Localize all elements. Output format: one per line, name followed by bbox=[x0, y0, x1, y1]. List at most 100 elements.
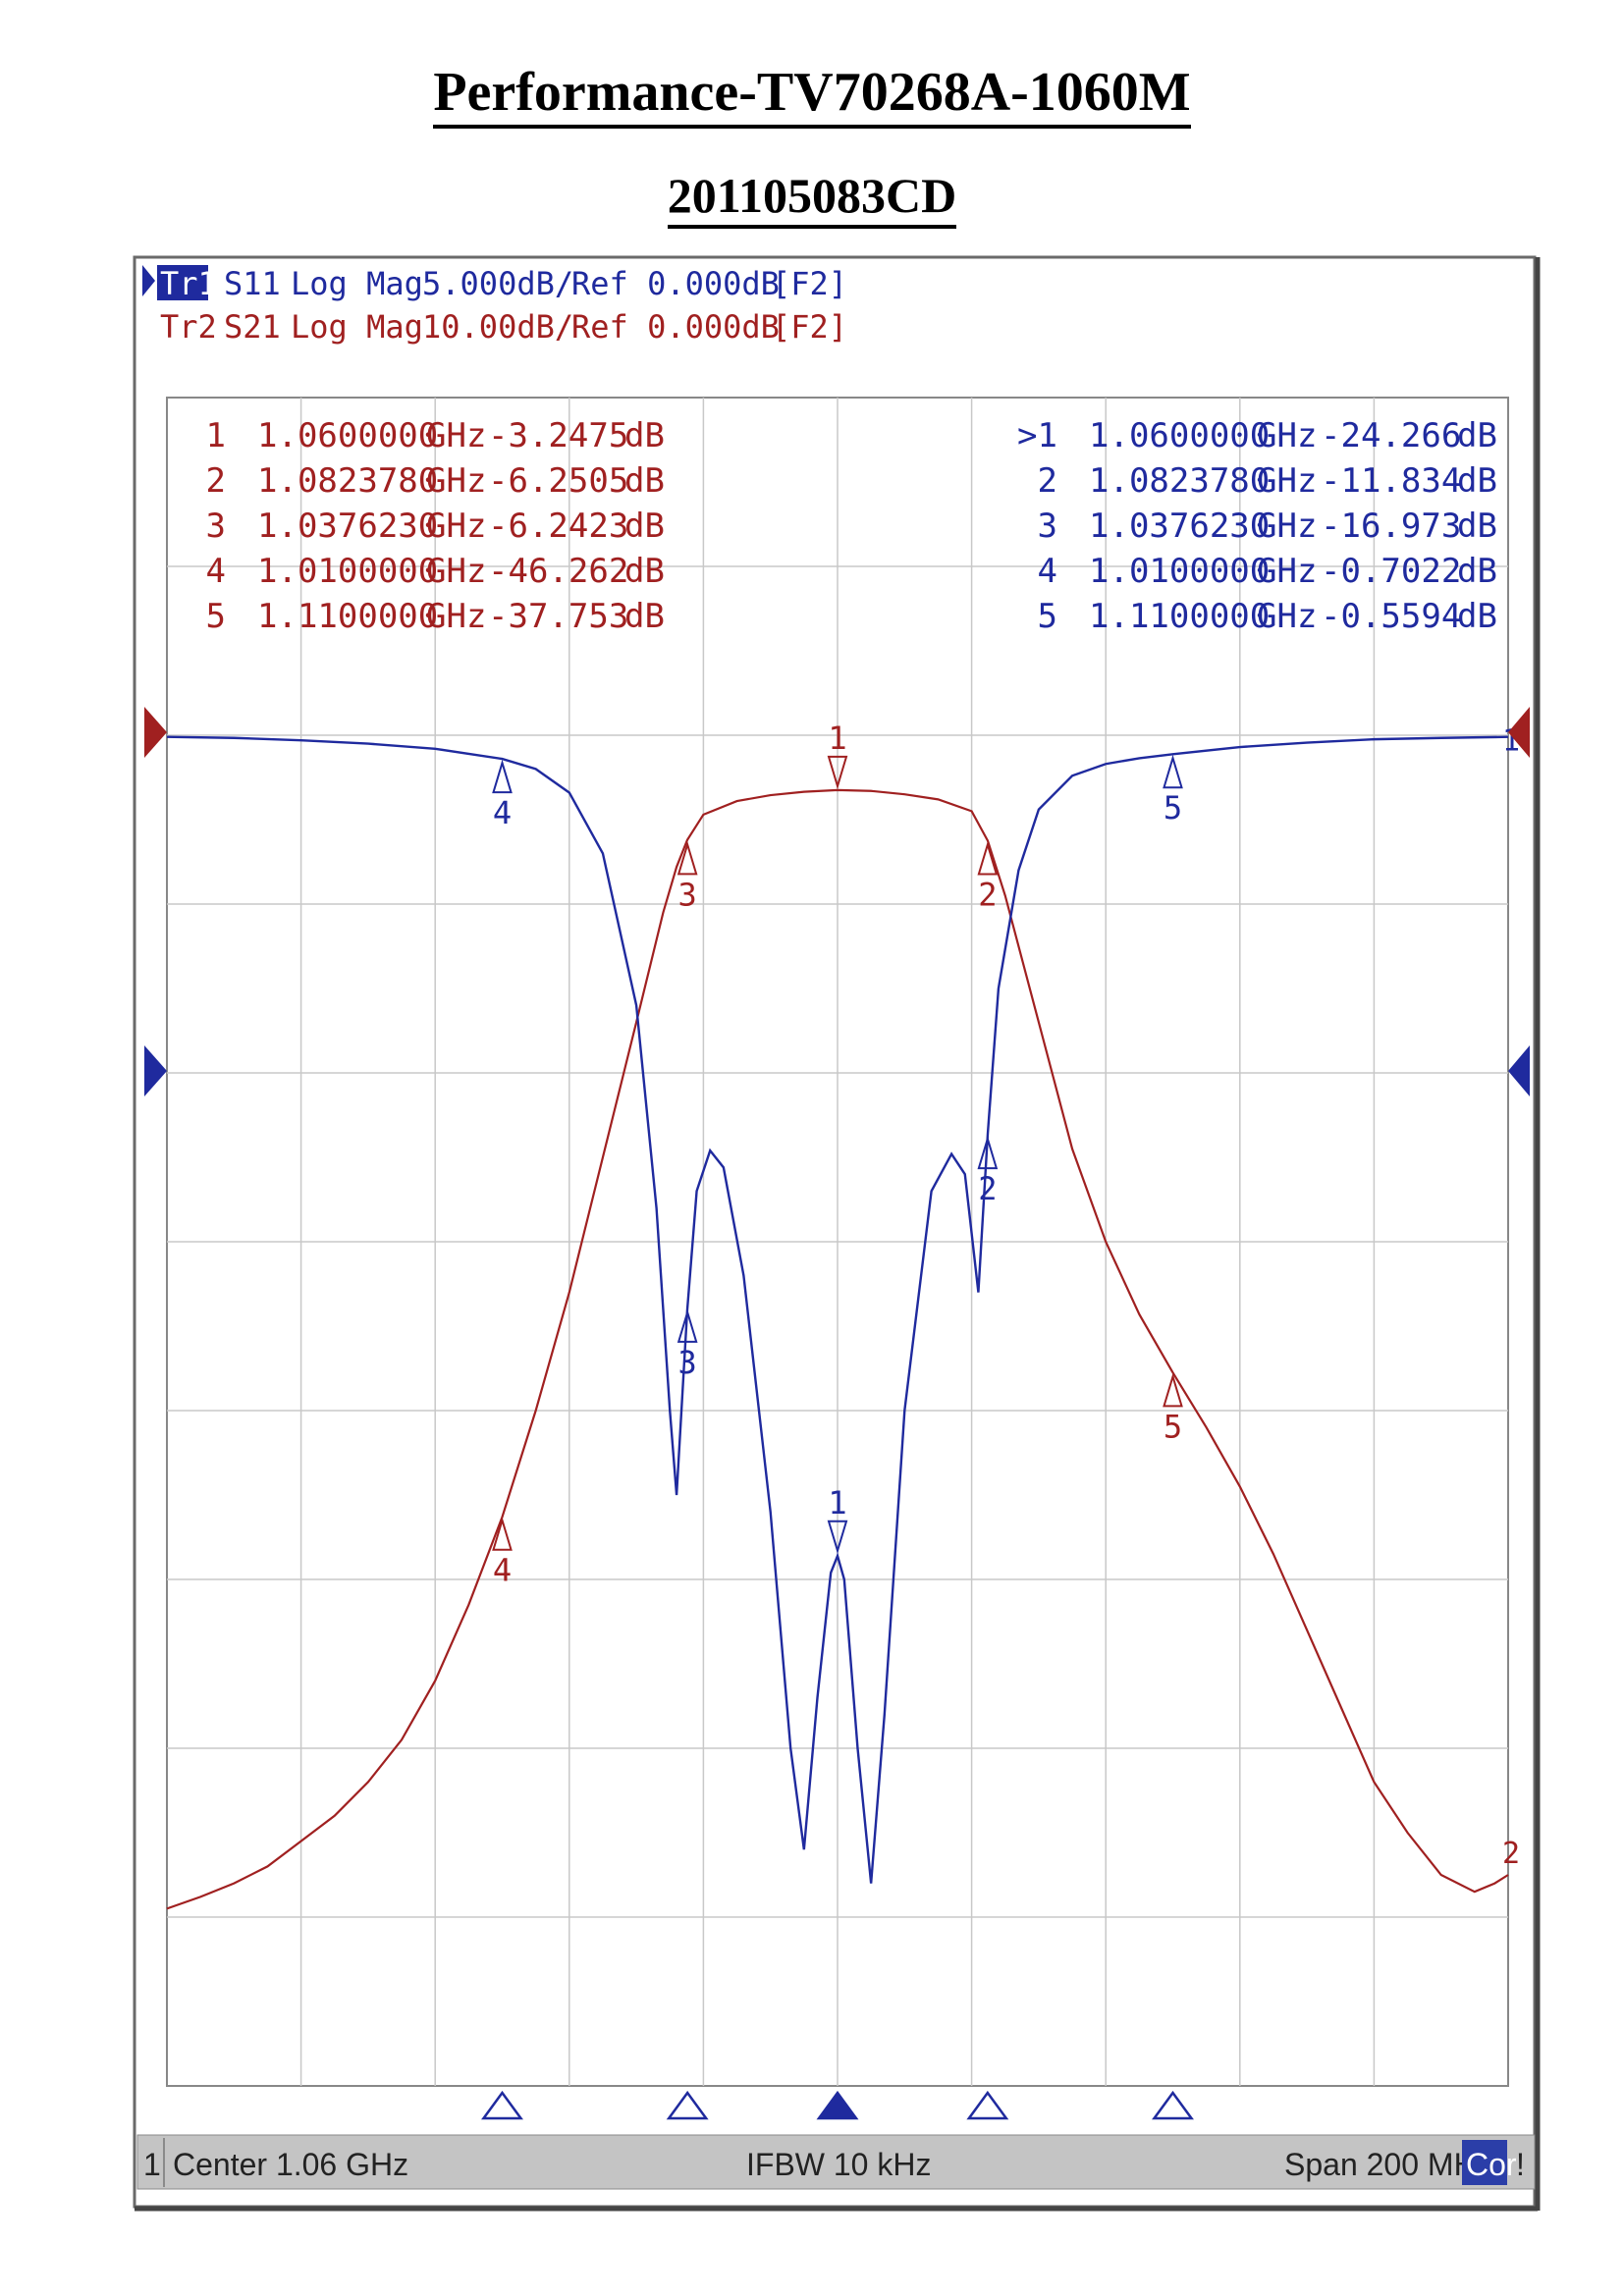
s21-marker-row-value: -46.262 bbox=[488, 552, 628, 591]
s11-marker-row-unit: GHz bbox=[1257, 597, 1317, 636]
s21-marker-row-vunit: dB bbox=[624, 552, 665, 591]
s21-marker-row-value: -37.753 bbox=[488, 597, 628, 636]
s21-marker-row-value: -6.2423 bbox=[488, 507, 628, 546]
s11-marker-row-freq: 1.0376230 bbox=[1089, 507, 1270, 546]
s11-ref-right-arrow-icon bbox=[1508, 1045, 1530, 1096]
s11-marker-row-vunit: dB bbox=[1457, 552, 1497, 591]
s21-marker-row-freq: 1.1100000 bbox=[257, 597, 438, 636]
tr2-scale: 10.00dB/ bbox=[422, 308, 573, 346]
page-title-text: Performance-TV70268A-1060M bbox=[433, 62, 1191, 129]
s11-marker-row-n: 3 bbox=[1038, 507, 1057, 546]
s21-marker-row-unit: GHz bbox=[426, 416, 486, 455]
s21-marker-row-freq: 1.0600000 bbox=[257, 416, 438, 455]
s11-marker-row-n: 5 bbox=[1038, 597, 1057, 636]
s11-marker-row-unit: GHz bbox=[1257, 507, 1317, 546]
s11-marker-row-freq: 1.0600000 bbox=[1089, 416, 1270, 455]
marker-position-icon[interactable] bbox=[666, 2090, 709, 2120]
status-center[interactable]: Center 1.06 GHz bbox=[173, 2147, 408, 2182]
s21-marker-row-value: -6.2505 bbox=[488, 461, 628, 501]
page-subtitle-text: 201105083CD bbox=[667, 168, 957, 229]
tr2-tag: [F2] bbox=[772, 308, 847, 346]
s11-marker-row-vunit: dB bbox=[1457, 507, 1497, 546]
s21-marker-row-n: 2 bbox=[206, 461, 226, 501]
s11-marker-row-value: -11.834 bbox=[1321, 461, 1461, 501]
tr2-label[interactable]: Tr2 bbox=[160, 308, 217, 346]
tr2-ref: Ref 0.000dB bbox=[571, 308, 780, 346]
s21-marker-label: 5 bbox=[1164, 1408, 1182, 1445]
s11-marker-label: 3 bbox=[678, 1344, 697, 1381]
s21-marker-icon[interactable] bbox=[1163, 1372, 1183, 1408]
s21-marker-row-value: -3.2475 bbox=[488, 416, 628, 455]
s21-marker-icon[interactable] bbox=[492, 1517, 513, 1551]
status-ifbw[interactable]: IFBW 10 kHz bbox=[746, 2147, 931, 2182]
s11-marker-row-value: -0.7022 bbox=[1321, 552, 1461, 591]
s11-marker-label: 4 bbox=[493, 794, 512, 831]
s11-marker-row-unit: GHz bbox=[1257, 416, 1317, 455]
s21-ref-right-arrow-icon bbox=[1508, 707, 1530, 758]
s11-marker-row-n: >1 bbox=[1017, 416, 1057, 455]
s21-marker-row-vunit: dB bbox=[624, 416, 665, 455]
marker-position-icon[interactable] bbox=[1152, 2090, 1194, 2120]
plot-grid bbox=[167, 398, 1508, 2086]
status-channel[interactable]: 1 bbox=[143, 2147, 161, 2182]
s21-marker-label: 1 bbox=[828, 720, 846, 757]
s21-marker-row-n: 1 bbox=[206, 416, 226, 455]
s11-marker-row-freq: 1.1100000 bbox=[1089, 597, 1270, 636]
s21-marker-label: 3 bbox=[678, 876, 697, 913]
active-trace-arrow-icon bbox=[142, 265, 155, 296]
cor-badge[interactable] bbox=[1462, 2140, 1507, 2185]
s11-marker-row-vunit: dB bbox=[1457, 597, 1497, 636]
marker-position-icon[interactable] bbox=[481, 2090, 523, 2120]
s21-marker-row-unit: GHz bbox=[426, 597, 486, 636]
s11-ref-left-arrow-icon bbox=[144, 1045, 167, 1096]
s11-marker-row-freq: 1.0823780 bbox=[1089, 461, 1270, 501]
s11-marker-label: 2 bbox=[978, 1170, 997, 1207]
s11-marker-row-value: -16.973 bbox=[1321, 507, 1461, 546]
s21-marker-row-n: 3 bbox=[206, 507, 226, 546]
s11-marker-row-value: -0.5594 bbox=[1321, 597, 1461, 636]
tr1-scale: 5.000dB/ bbox=[422, 265, 573, 302]
s11-marker-label: 1 bbox=[828, 1484, 846, 1522]
tr2-format: Log Mag bbox=[291, 308, 423, 346]
tr2-param: S21 bbox=[224, 308, 281, 346]
tr1-tag: [F2] bbox=[772, 265, 847, 302]
marker-position-icon[interactable] bbox=[816, 2090, 859, 2120]
s21-marker-icon[interactable] bbox=[827, 755, 848, 790]
tr1-param: S11 bbox=[224, 265, 281, 302]
s21-marker-icon[interactable] bbox=[977, 841, 999, 876]
status-bar bbox=[136, 2134, 1536, 2190]
status-span[interactable]: Span 200 MHz bbox=[1284, 2147, 1492, 2182]
s11-marker-icon[interactable] bbox=[827, 1520, 848, 1555]
s11-marker-row-freq: 1.0100000 bbox=[1089, 552, 1270, 591]
s11-marker-row-vunit: dB bbox=[1457, 416, 1497, 455]
s21-marker-row-vunit: dB bbox=[624, 597, 665, 636]
cor-label: Cor bbox=[1466, 2147, 1517, 2182]
s21-marker-row-unit: GHz bbox=[426, 507, 486, 546]
s21-marker-icon[interactable] bbox=[677, 840, 698, 876]
s11-marker-icon[interactable] bbox=[977, 1135, 999, 1170]
s11-marker-row-n: 4 bbox=[1038, 552, 1057, 591]
page-subtitle: 201105083CD bbox=[0, 167, 1624, 229]
s21-marker-row-unit: GHz bbox=[426, 461, 486, 501]
s11-marker-icon[interactable] bbox=[492, 759, 513, 794]
marker-position-icon[interactable] bbox=[966, 2090, 1009, 2120]
tr1-label-box[interactable] bbox=[157, 265, 208, 300]
s11-marker-row-n: 2 bbox=[1038, 461, 1057, 501]
marker-position-bar bbox=[481, 2090, 1194, 2120]
page-title: Performance-TV70268A-1060M bbox=[0, 61, 1624, 129]
s21-marker-row-freq: 1.0823780 bbox=[257, 461, 438, 501]
s21-marker-row-n: 4 bbox=[206, 552, 226, 591]
s11-marker-icon[interactable] bbox=[1163, 754, 1183, 789]
s21-marker-row-vunit: dB bbox=[624, 461, 665, 501]
s21-marker-row-unit: GHz bbox=[426, 552, 486, 591]
s21-end-marker: 2 bbox=[1502, 1837, 1520, 1871]
s21-marker-row-freq: 1.0376230 bbox=[257, 507, 438, 546]
s11-marker-icon[interactable] bbox=[677, 1308, 698, 1343]
s21-marker-row-freq: 1.0100000 bbox=[257, 552, 438, 591]
s21-trace bbox=[166, 788, 1509, 1910]
s11-trace bbox=[166, 735, 1509, 1884]
